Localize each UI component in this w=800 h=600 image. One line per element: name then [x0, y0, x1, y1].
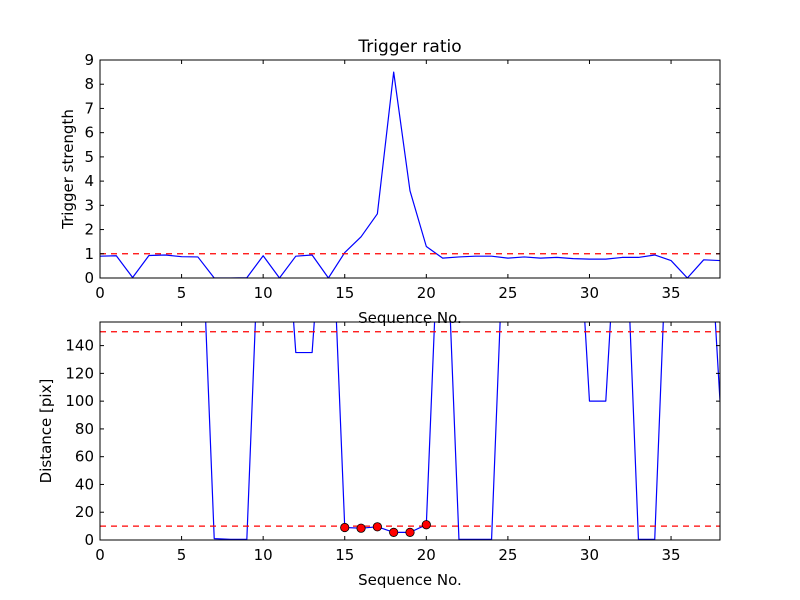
trigger-ratio-series-line-0 [100, 71, 720, 278]
distance-y-tick-label: 40 [75, 475, 94, 493]
trigger-ratio-x-tick-label: 25 [498, 284, 517, 302]
trigger-ratio-x-tick-label: 0 [95, 284, 105, 302]
trigger-ratio-ticks: 0 5 10 15 20 25 30 35 0 1 2 3 4 5 6 7 8 9 [84, 51, 720, 302]
trigger-ratio-chart: 0 5 10 15 20 25 30 35 0 1 2 3 4 5 6 7 8 9 Trigger ratio S… [59, 37, 721, 327]
distance-x-tick-label: 20 [417, 546, 436, 564]
trigger-ratio-y-tick-label: 7 [84, 99, 94, 117]
distance-highlight-point [389, 527, 399, 537]
distance-x-tick-label: 25 [498, 546, 517, 564]
distance-y-axis-label: Distance [pix] [37, 379, 55, 484]
distance-x-tick-label: 30 [580, 546, 599, 564]
trigger-ratio-y-tick-label: 3 [84, 196, 94, 214]
distance-x-tick-label: 0 [95, 546, 105, 564]
distance-plot-area [100, 322, 720, 540]
trigger-ratio-title: Trigger ratio [357, 37, 461, 57]
trigger-ratio-x-axis-label: Sequence No. [358, 309, 462, 327]
trigger-ratio-y-tick-label: 6 [84, 124, 94, 142]
distance-axes-frame [99, 321, 721, 541]
distance-y-tick-label: 0 [84, 531, 94, 549]
trigger-ratio-y-tick-label: 8 [84, 75, 94, 93]
distance-x-tick-label: 10 [254, 546, 273, 564]
trigger-ratio-x-tick-label: 10 [254, 284, 273, 302]
trigger-ratio-x-tick-label: 5 [177, 284, 187, 302]
distance-x-tick-label: 15 [335, 546, 354, 564]
trigger-ratio-plot-area [100, 71, 720, 278]
distance-highlight-point [340, 522, 350, 533]
distance-y-tick-label: 60 [75, 448, 94, 466]
distance-y-tick-label: 100 [65, 392, 94, 410]
distance-highlight-point [421, 520, 431, 530]
trigger-ratio-axes-frame [99, 59, 721, 279]
distance-chart: 0 5 10 15 20 25 30 35 0 20 40 60 80 100 120 140 Sequenc… [37, 321, 721, 589]
distance-ticks: 0 5 10 15 20 25 30 35 0 20 40 60 80 100 120 140 [65, 322, 720, 564]
distance-x-tick-label: 35 [662, 546, 681, 564]
distance-y-tick-label: 140 [65, 337, 94, 355]
trigger-ratio-y-tick-label: 0 [84, 269, 94, 287]
distance-y-tick-label: 20 [75, 503, 94, 521]
trigger-ratio-y-tick-label: 5 [84, 148, 94, 166]
distance-highlight-point [405, 527, 415, 537]
distance-y-tick-label: 80 [75, 420, 94, 438]
trigger-ratio-y-tick-label: 1 [84, 245, 94, 263]
trigger-ratio-x-tick-label: 35 [662, 284, 681, 302]
trigger-ratio-y-tick-label: 2 [84, 221, 94, 239]
distance-x-tick-label: 5 [177, 546, 187, 564]
trigger-ratio-x-tick-label: 20 [417, 284, 436, 302]
distance-x-axis-label: Sequence No. [358, 571, 462, 589]
trigger-ratio-x-tick-label: 30 [580, 284, 599, 302]
trigger-ratio-y-tick-label: 4 [84, 172, 94, 190]
distance-highlight-point [372, 522, 382, 532]
distance-y-tick-label: 120 [65, 364, 94, 382]
trigger-ratio-y-axis-label: Trigger strength [59, 109, 77, 230]
trigger-ratio-x-tick-label: 15 [335, 284, 354, 302]
distance-highlight-point [356, 523, 366, 533]
trigger-ratio-y-tick-label: 9 [84, 51, 94, 69]
